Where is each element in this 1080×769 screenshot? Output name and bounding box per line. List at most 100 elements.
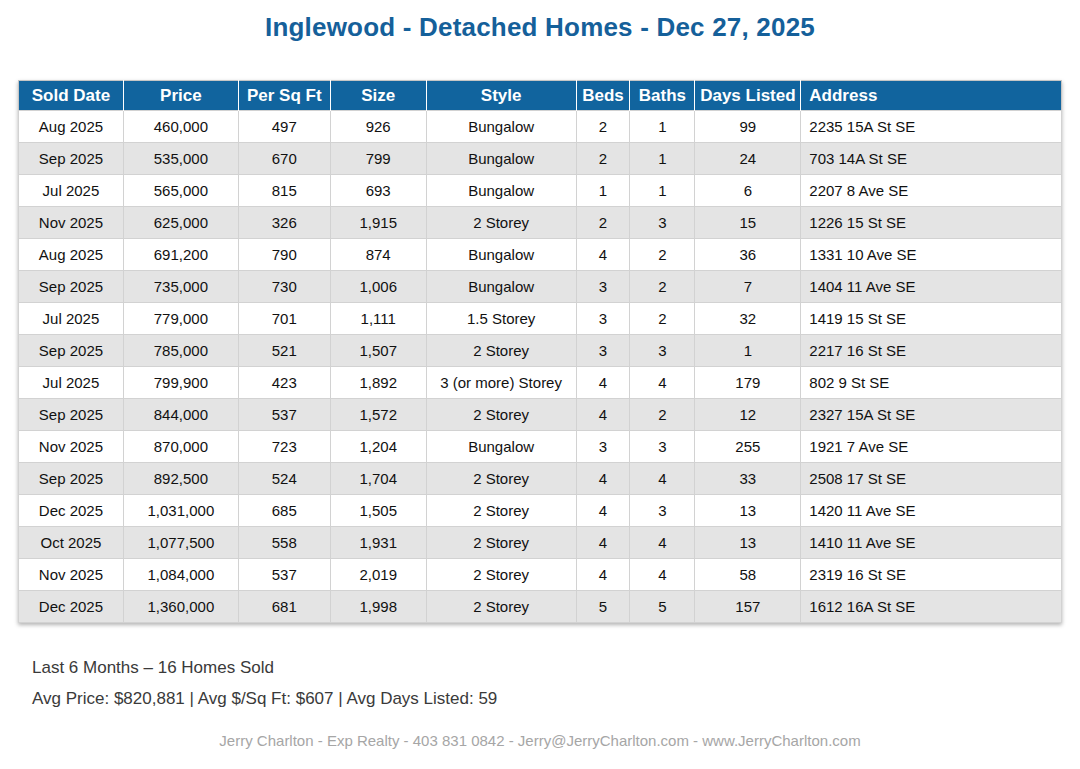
table-cell: 723 xyxy=(238,431,330,463)
table-cell: 6 xyxy=(695,175,801,207)
table-cell: Aug 2025 xyxy=(19,239,124,271)
table-cell: 5 xyxy=(576,591,630,623)
table-cell: 1921 7 Ave SE xyxy=(801,431,1062,463)
table-cell: 4 xyxy=(630,463,695,495)
table-cell: 799 xyxy=(330,143,426,175)
table-cell: Bungalow xyxy=(426,175,576,207)
table-cell: 4 xyxy=(576,559,630,591)
table-cell: 15 xyxy=(695,207,801,239)
table-cell: Nov 2025 xyxy=(19,207,124,239)
table-cell: 785,000 xyxy=(123,335,238,367)
table-cell: Sep 2025 xyxy=(19,335,124,367)
table-cell: 1,204 xyxy=(330,431,426,463)
table-cell: 423 xyxy=(238,367,330,399)
summary-homes-sold: Last 6 Months – 16 Homes Sold xyxy=(32,652,497,683)
table-cell: 497 xyxy=(238,111,330,143)
table-cell: 1,915 xyxy=(330,207,426,239)
table-cell: 1 xyxy=(576,175,630,207)
column-header-size: Size xyxy=(330,81,426,111)
table-cell: 815 xyxy=(238,175,330,207)
table-cell: 735,000 xyxy=(123,271,238,303)
table-cell: 2 xyxy=(576,111,630,143)
table-cell: 701 xyxy=(238,303,330,335)
table-cell: 670 xyxy=(238,143,330,175)
table-row: Jul 2025799,9004231,8923 (or more) Store… xyxy=(19,367,1062,399)
table-cell: 2217 16 St SE xyxy=(801,335,1062,367)
table-cell: 2 xyxy=(630,399,695,431)
table-cell: 870,000 xyxy=(123,431,238,463)
table-cell: 2 Storey xyxy=(426,527,576,559)
table-cell: Bungalow xyxy=(426,271,576,303)
table-cell: Nov 2025 xyxy=(19,559,124,591)
table-row: Aug 2025691,200790874Bungalow42361331 10… xyxy=(19,239,1062,271)
table-cell: 1.5 Storey xyxy=(426,303,576,335)
table-cell: 4 xyxy=(576,495,630,527)
table-cell: 1 xyxy=(695,335,801,367)
table-cell: 4 xyxy=(630,367,695,399)
table-cell: 1404 11 Ave SE xyxy=(801,271,1062,303)
table-cell: 2508 17 St SE xyxy=(801,463,1062,495)
table-cell: 1,507 xyxy=(330,335,426,367)
table-cell: 1612 16A St SE xyxy=(801,591,1062,623)
footer-contact: Jerry Charlton - Exp Realty - 403 831 08… xyxy=(0,732,1080,749)
table-cell: 12 xyxy=(695,399,801,431)
table-cell: 799,900 xyxy=(123,367,238,399)
column-header-per-sq-ft: Per Sq Ft xyxy=(238,81,330,111)
column-header-days-listed: Days Listed xyxy=(695,81,801,111)
table-cell: Bungalow xyxy=(426,111,576,143)
table-cell: 13 xyxy=(695,495,801,527)
table-cell: 2 Storey xyxy=(426,559,576,591)
table-cell: 36 xyxy=(695,239,801,271)
table-cell: 1,892 xyxy=(330,367,426,399)
table-cell: 4 xyxy=(576,527,630,559)
table-cell: 681 xyxy=(238,591,330,623)
table-row: Aug 2025460,000497926Bungalow21992235 15… xyxy=(19,111,1062,143)
table-cell: 3 xyxy=(630,431,695,463)
table-cell: 33 xyxy=(695,463,801,495)
table-cell: 691,200 xyxy=(123,239,238,271)
table-cell: 3 xyxy=(576,431,630,463)
table-cell: 2 Storey xyxy=(426,495,576,527)
column-header-sold-date: Sold Date xyxy=(19,81,124,111)
table-row: Sep 2025892,5005241,7042 Storey44332508 … xyxy=(19,463,1062,495)
table-cell: 58 xyxy=(695,559,801,591)
table-cell: 1,084,000 xyxy=(123,559,238,591)
table-row: Sep 2025735,0007301,006Bungalow3271404 1… xyxy=(19,271,1062,303)
table-cell: 2327 15A St SE xyxy=(801,399,1062,431)
table-body: Aug 2025460,000497926Bungalow21992235 15… xyxy=(19,111,1062,623)
table-row: Nov 2025625,0003261,9152 Storey23151226 … xyxy=(19,207,1062,239)
table-cell: 2235 15A St SE xyxy=(801,111,1062,143)
table-cell: Dec 2025 xyxy=(19,591,124,623)
table-cell: 1420 11 Ave SE xyxy=(801,495,1062,527)
table-cell: 1,572 xyxy=(330,399,426,431)
table-cell: Nov 2025 xyxy=(19,431,124,463)
table-cell: 802 9 St SE xyxy=(801,367,1062,399)
table-cell: 460,000 xyxy=(123,111,238,143)
table-row: Dec 20251,360,0006811,9982 Storey5515716… xyxy=(19,591,1062,623)
table-cell: 2 Storey xyxy=(426,463,576,495)
table-cell: 2 xyxy=(630,239,695,271)
table-row: Sep 2025844,0005371,5722 Storey42122327 … xyxy=(19,399,1062,431)
table-cell: 99 xyxy=(695,111,801,143)
table-cell: 2 Storey xyxy=(426,335,576,367)
table-cell: 2 Storey xyxy=(426,591,576,623)
table-cell: 730 xyxy=(238,271,330,303)
table-cell: 13 xyxy=(695,527,801,559)
table-cell: 874 xyxy=(330,239,426,271)
table-cell: 1,006 xyxy=(330,271,426,303)
table-cell: 7 xyxy=(695,271,801,303)
table-cell: 4 xyxy=(576,463,630,495)
table-cell: 1 xyxy=(630,111,695,143)
table-cell: 565,000 xyxy=(123,175,238,207)
table-cell: 1,077,500 xyxy=(123,527,238,559)
table-cell: 255 xyxy=(695,431,801,463)
table-cell: 326 xyxy=(238,207,330,239)
table-cell: 1 xyxy=(630,175,695,207)
table-cell: 5 xyxy=(630,591,695,623)
table-cell: Bungalow xyxy=(426,431,576,463)
summary-block: Last 6 Months – 16 Homes Sold Avg Price:… xyxy=(32,652,497,714)
column-header-price: Price xyxy=(123,81,238,111)
table-cell: 2319 16 St SE xyxy=(801,559,1062,591)
table-cell: 3 xyxy=(576,271,630,303)
table-cell: 537 xyxy=(238,559,330,591)
